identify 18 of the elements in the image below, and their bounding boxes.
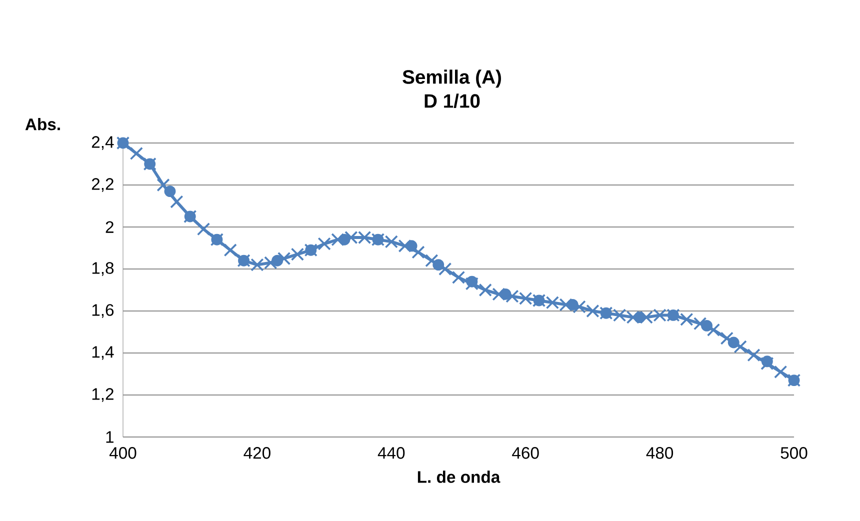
x-tick-label: 420 — [244, 447, 270, 459]
y-tick-label: 1,8 — [92, 262, 114, 276]
y-tick-label: 2,2 — [92, 178, 114, 192]
y-tick-label: 2,4 — [92, 136, 114, 150]
y-tick-label: 1,2 — [92, 388, 114, 402]
chart-subtitle: D 1/10 — [424, 94, 480, 108]
x-tick-label: 500 — [780, 447, 808, 459]
y-tick-label: 1,4 — [92, 346, 114, 360]
x-tick-label: 480 — [646, 447, 674, 459]
chart-title: Semilla (A) — [402, 70, 501, 88]
x-tick-label: 400 — [109, 447, 136, 459]
y-axis-title: Abs. — [25, 118, 60, 130]
y-tick-label: 2 — [106, 221, 114, 233]
x-tick-label: 440 — [378, 447, 405, 459]
y-tick-label: 1,6 — [92, 304, 114, 318]
x-tick-label: 460 — [512, 447, 539, 459]
x-axis-title: L. de onda — [418, 470, 500, 483]
y-tick-label: 1 — [106, 431, 114, 443]
